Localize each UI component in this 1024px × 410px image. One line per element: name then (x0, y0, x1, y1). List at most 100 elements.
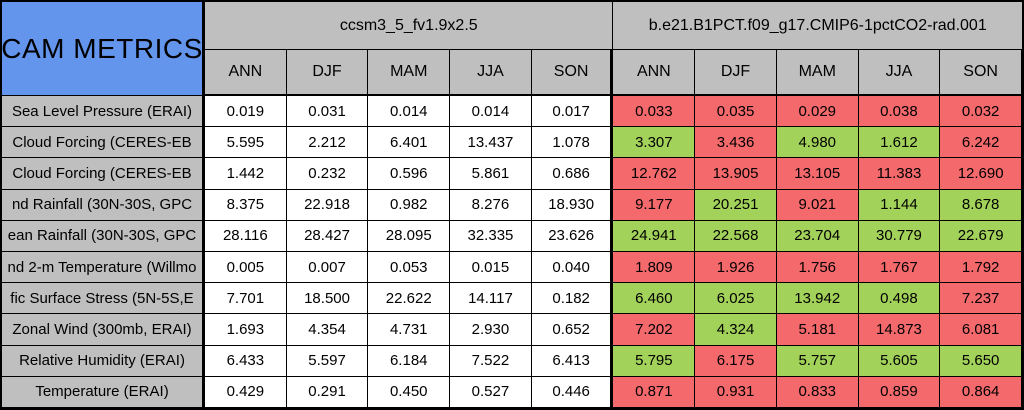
model2-value: 1.756 (776, 252, 859, 284)
model2-season-ann: ANN (613, 50, 696, 96)
model2-value: 13.105 (776, 158, 859, 190)
model2-value: 8.678 (940, 189, 1022, 221)
model2-value: 4.324 (695, 314, 777, 346)
model1-value: 0.040 (531, 252, 614, 284)
model1-value: 18.500 (286, 283, 369, 315)
model2-value: 0.032 (940, 96, 1022, 128)
model1-value: 6.413 (531, 345, 614, 377)
metric-label: Temperature (ERAI) (2, 376, 205, 408)
model1-value: 0.686 (531, 158, 614, 190)
model1-value: 14.117 (450, 283, 532, 315)
model2-value: 1.767 (858, 252, 941, 284)
model1-value: 18.930 (531, 189, 614, 221)
metric-label: nd 2-m Temperature (Willmo (2, 252, 205, 284)
model2-value: 6.460 (613, 283, 696, 315)
model1-value: 0.446 (531, 376, 614, 408)
model1-value: 13.437 (450, 127, 532, 159)
model1-value: 28.427 (286, 220, 369, 252)
model2-value: 0.864 (940, 376, 1022, 408)
model2-season-mam: MAM (776, 50, 859, 96)
model2-value: 5.757 (776, 345, 859, 377)
metric-label: Relative Humidity (ERAI) (2, 345, 205, 377)
model2-value: 9.021 (776, 189, 859, 221)
model2-value: 5.795 (613, 345, 696, 377)
model2-value: 7.237 (940, 283, 1022, 315)
model2-value: 7.202 (613, 314, 696, 346)
model2-value: 23.704 (776, 220, 859, 252)
model2-value: 11.383 (858, 158, 941, 190)
model1-value: 22.918 (286, 189, 369, 221)
model1-value: 4.731 (368, 314, 451, 346)
model1-season-son: SON (531, 50, 614, 96)
model2-value: 1.792 (940, 252, 1022, 284)
model1-value: 23.626 (531, 220, 614, 252)
model2-value: 3.436 (695, 127, 777, 159)
model2-season-djf: DJF (695, 50, 777, 96)
metric-label: nd Rainfall (30N-30S, GPC (2, 189, 205, 221)
model1-value: 2.212 (286, 127, 369, 159)
model1-season-jja: JJA (450, 50, 532, 96)
model1-value: 22.622 (368, 283, 451, 315)
model2-value: 1.926 (695, 252, 777, 284)
model1-value: 0.053 (368, 252, 451, 284)
model2-season-jja: JJA (858, 50, 941, 96)
model2-value: 5.650 (940, 345, 1022, 377)
metric-label: ean Rainfall (30N-30S, GPC (2, 220, 205, 252)
model1-value: 6.184 (368, 345, 451, 377)
model1-value: 0.014 (368, 96, 451, 128)
model1-value: 0.450 (368, 376, 451, 408)
model1-value: 6.401 (368, 127, 451, 159)
model1-value: 5.597 (286, 345, 369, 377)
model1-value: 8.375 (205, 189, 287, 221)
metric-label: Cloud Forcing (CERES-EB (2, 127, 205, 159)
model2-value: 0.498 (858, 283, 941, 315)
model2-value: 0.859 (858, 376, 941, 408)
model1-value: 5.861 (450, 158, 532, 190)
model1-value: 0.596 (368, 158, 451, 190)
model2-value: 3.307 (613, 127, 696, 159)
metric-label: Sea Level Pressure (ERAI) (2, 96, 205, 128)
model2-value: 12.690 (940, 158, 1022, 190)
model2-value: 0.033 (613, 96, 696, 128)
model2-value: 22.568 (695, 220, 777, 252)
model1-value: 0.232 (286, 158, 369, 190)
model1-value: 0.017 (531, 96, 614, 128)
model2-value: 30.779 (858, 220, 941, 252)
model2-value: 1.612 (858, 127, 941, 159)
model2-value: 13.942 (776, 283, 859, 315)
model2-value: 1.144 (858, 189, 941, 221)
model1-value: 0.005 (205, 252, 287, 284)
model2-value: 4.980 (776, 127, 859, 159)
model2-value: 0.931 (695, 376, 777, 408)
model1-value: 0.982 (368, 189, 451, 221)
model1-value: 6.433 (205, 345, 287, 377)
model2-value: 6.242 (940, 127, 1022, 159)
model1-value: 8.276 (450, 189, 532, 221)
model1-value: 0.014 (450, 96, 532, 128)
model1-season-djf: DJF (286, 50, 369, 96)
model1-value: 2.930 (450, 314, 532, 346)
model2-value: 20.251 (695, 189, 777, 221)
metric-label: Cloud Forcing (CERES-EB (2, 158, 205, 190)
model2-value: 5.181 (776, 314, 859, 346)
model1-value: 0.015 (450, 252, 532, 284)
model1-value: 4.354 (286, 314, 369, 346)
model2-value: 13.905 (695, 158, 777, 190)
model2-value: 1.809 (613, 252, 696, 284)
model1-value: 32.335 (450, 220, 532, 252)
metric-label: Zonal Wind (300mb, ERAI) (2, 314, 205, 346)
model2-value: 24.941 (613, 220, 696, 252)
model2-season-son: SON (940, 50, 1022, 96)
model1-value: 0.031 (286, 96, 369, 128)
model2-value: 9.177 (613, 189, 696, 221)
model2-value: 14.873 (858, 314, 941, 346)
model2-value: 0.029 (776, 96, 859, 128)
model1-value: 1.078 (531, 127, 614, 159)
model1-value: 0.527 (450, 376, 532, 408)
model1-value: 28.095 (368, 220, 451, 252)
model2-value: 0.833 (776, 376, 859, 408)
model2-value: 0.871 (613, 376, 696, 408)
model2-value: 6.081 (940, 314, 1022, 346)
